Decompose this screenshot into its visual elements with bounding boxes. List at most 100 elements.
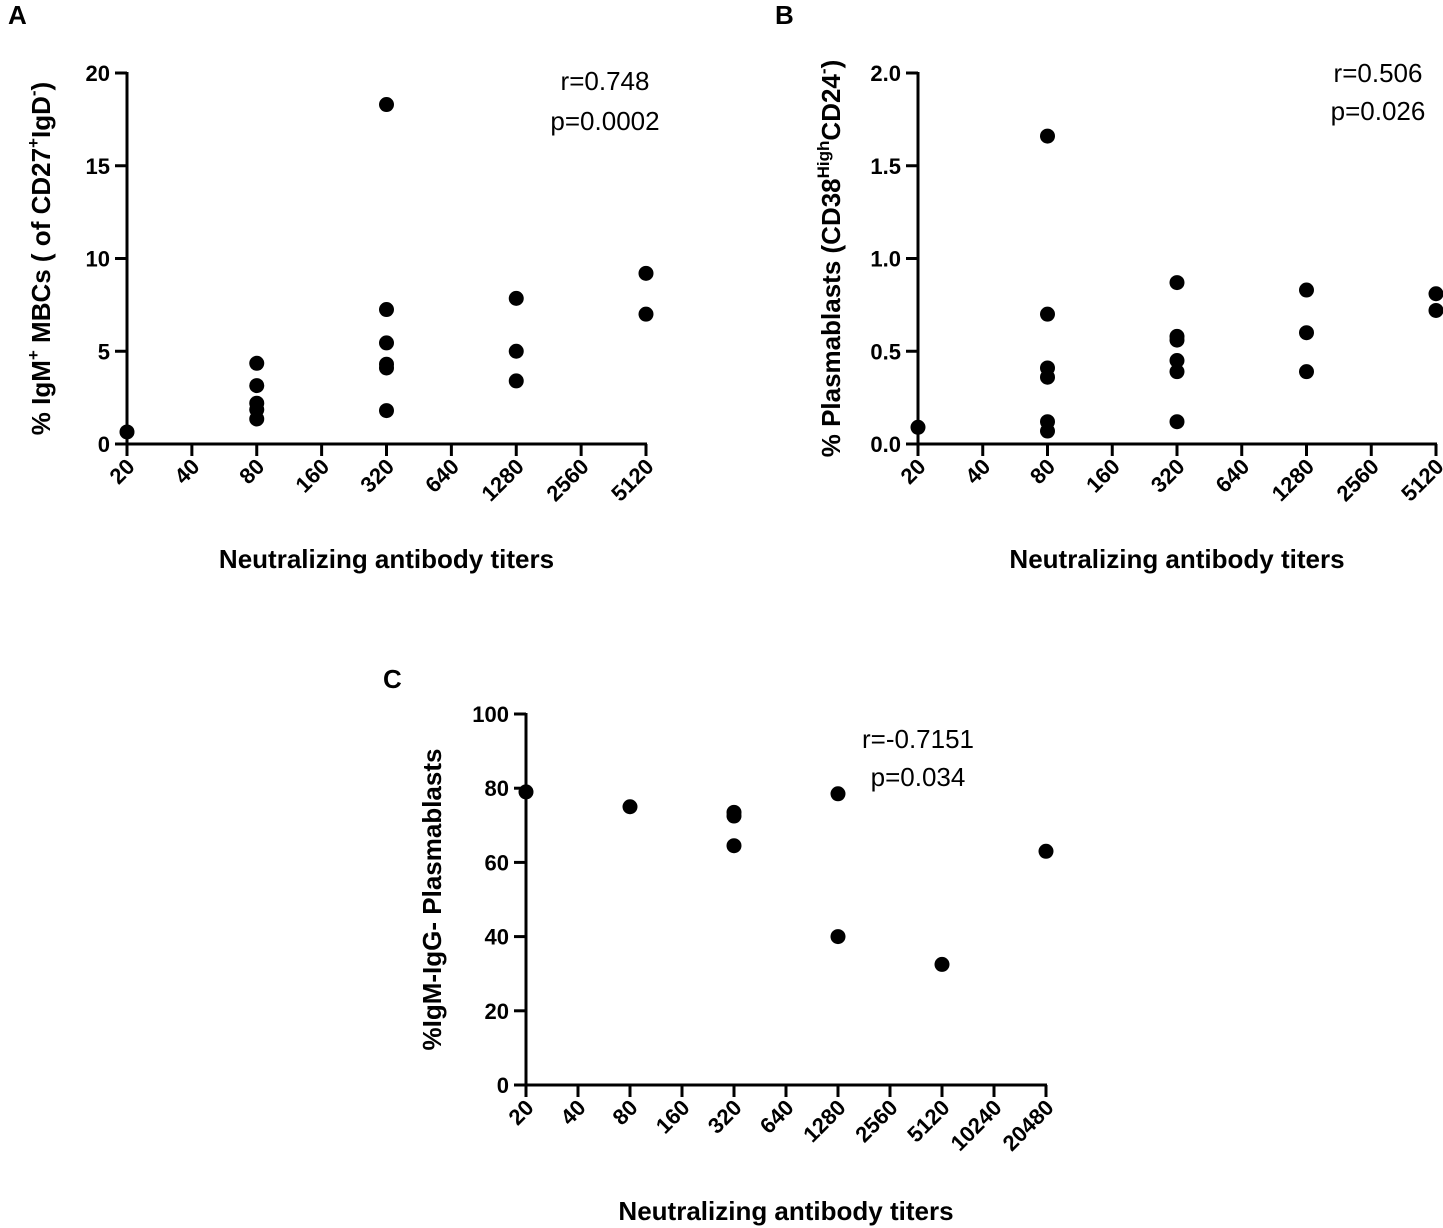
panel-b: B 0.0 0.5 1.0 1.5 2.0 20 40 80 160 320 640 1280 2560 5…	[775, 0, 1443, 574]
chart1-x-tick-label: 320	[1146, 454, 1190, 498]
chart0-p-value: p=0.0002	[550, 106, 659, 136]
chart0-point	[379, 302, 394, 318]
chart1-x-tick-label: 640	[1211, 454, 1255, 498]
chart0-r-value: r=0.748	[561, 66, 650, 96]
chart1-point	[1169, 414, 1185, 430]
chart1-point	[1040, 423, 1055, 439]
chart2-p-value: p=0.034	[871, 762, 966, 792]
chart1-y-tick-label: 0.5	[870, 339, 901, 364]
chart0-panel-letter: A	[8, 0, 27, 30]
chart1-x-axis-title: Neutralizing antibody titers	[1009, 544, 1344, 574]
chart0-x-tick-label: 160	[291, 454, 335, 498]
chart0-point	[638, 306, 654, 322]
chart0-point	[249, 378, 265, 394]
chart0-x-tick-label: 80	[234, 454, 269, 489]
chart1-x-tick-label: 2560	[1331, 454, 1383, 506]
chart1-x-tick-label: 40	[960, 454, 995, 489]
chart0-y-tick-label: 0	[98, 432, 110, 457]
chart1-point	[1040, 128, 1055, 144]
chart0-x-tick-label: 20	[105, 454, 140, 489]
chart1-r-value: r=0.506	[1334, 58, 1423, 88]
chart2-x-tick-label: 640	[755, 1095, 799, 1139]
chart1-point	[1169, 364, 1185, 380]
chart2-x-tick-label: 320	[703, 1095, 747, 1139]
chart0-point	[249, 411, 265, 427]
chart2-x-axis-title: Neutralizing antibody titers	[618, 1196, 953, 1226]
chart2-point	[518, 784, 534, 800]
chart1-point	[1040, 306, 1055, 322]
panel-a: A 0 5 10 15 20 20 40 80 160 320 640 1280 2560 5120 Neut…	[8, 0, 660, 574]
chart0-point	[379, 335, 394, 351]
chart0-point	[249, 355, 265, 371]
chart0-point	[638, 265, 654, 281]
chart0-point	[508, 373, 524, 389]
chart1-point	[1169, 275, 1185, 291]
chart1-x-tick-label: 5120	[1396, 454, 1443, 506]
chart2-point	[622, 799, 638, 815]
chart0-y-tick-label: 10	[86, 247, 110, 272]
chart0-point	[379, 403, 394, 419]
chart0-x-axis-title: Neutralizing antibody titers	[219, 544, 554, 574]
chart0-x-tick-label: 640	[420, 454, 464, 498]
chart0-x-tick-label: 5120	[606, 454, 658, 506]
chart1-point	[1428, 286, 1443, 302]
chart2-point	[934, 956, 950, 972]
chart0-x-tick-label: 40	[169, 454, 204, 489]
chart0-y-axis-title: % IgM+ MBCs ( of CD27+IgD-)	[24, 82, 56, 435]
chart2-panel-letter: C	[383, 664, 402, 694]
chart2-point	[830, 929, 846, 945]
chart1-y-tick-label: 2.0	[870, 61, 901, 86]
chart1-point	[1299, 282, 1314, 298]
chart1-y-tick-label: 1.0	[870, 247, 901, 272]
chart2-y-tick-label: 20	[485, 999, 509, 1024]
chart2-point	[1038, 843, 1054, 859]
chart2-x-tick-label: 20	[504, 1095, 539, 1130]
chart0-point	[508, 290, 524, 306]
chart2-r-value: r=-0.7151	[862, 724, 974, 754]
chart0-x-tick-label: 1280	[476, 454, 528, 506]
chart0-y-tick-label: 15	[86, 154, 110, 179]
chart2-x-tick-label: 10240	[946, 1095, 1007, 1156]
chart0-y-tick-label: 20	[86, 61, 110, 86]
chart2-x-tick-label: 1280	[798, 1095, 850, 1147]
chart0-point	[379, 97, 394, 113]
chart2-x-tick-label: 2560	[850, 1095, 902, 1147]
chart2-point	[726, 808, 742, 824]
chart1-point	[1299, 364, 1314, 380]
chart1-y-axis-title: % Plasmablasts (CD38HighCD24-)	[814, 60, 846, 458]
chart1-x-tick-label: 20	[896, 454, 931, 489]
chart2-y-tick-label: 40	[485, 925, 509, 950]
chart1-x-tick-label: 160	[1081, 454, 1125, 498]
chart2-y-axis-title: %IgM-IgG- Plasmablasts	[417, 749, 447, 1051]
chart1-p-value: p=0.026	[1331, 96, 1426, 126]
chart1-point	[1428, 302, 1443, 318]
chart1-point	[910, 419, 926, 435]
chart1-point	[1169, 353, 1185, 369]
chart2-x-tick-label: 40	[556, 1095, 591, 1130]
chart1-point	[1169, 332, 1185, 348]
chart2-y-tick-label: 100	[472, 702, 509, 727]
chart0-x-tick-label: 2560	[541, 454, 593, 506]
chart1-y-tick-label: 0.0	[870, 432, 901, 457]
chart2-y-tick-label: 0	[497, 1073, 509, 1098]
chart2-y-tick-label: 80	[485, 776, 509, 801]
chart1-y-tick-label: 1.5	[870, 154, 901, 179]
chart1-x-tick-label: 80	[1025, 454, 1060, 489]
chart1-x-tick-label: 1280	[1267, 454, 1319, 506]
chart1-panel-letter: B	[775, 0, 794, 30]
chart1-point	[1299, 325, 1314, 341]
chart2-x-tick-label: 80	[608, 1095, 643, 1130]
chart0-x-tick-label: 320	[355, 454, 399, 498]
chart0-point	[379, 360, 394, 376]
chart1-point	[1040, 369, 1055, 385]
chart2-x-tick-label: 20480	[998, 1095, 1059, 1156]
chart0-y-tick-label: 5	[98, 339, 110, 364]
chart2-y-tick-label: 60	[485, 850, 509, 875]
chart2-x-tick-label: 160	[651, 1095, 695, 1139]
chart2-point	[726, 838, 742, 854]
chart2-point	[830, 786, 846, 802]
chart0-point	[508, 343, 524, 359]
chart0-point	[119, 424, 135, 440]
